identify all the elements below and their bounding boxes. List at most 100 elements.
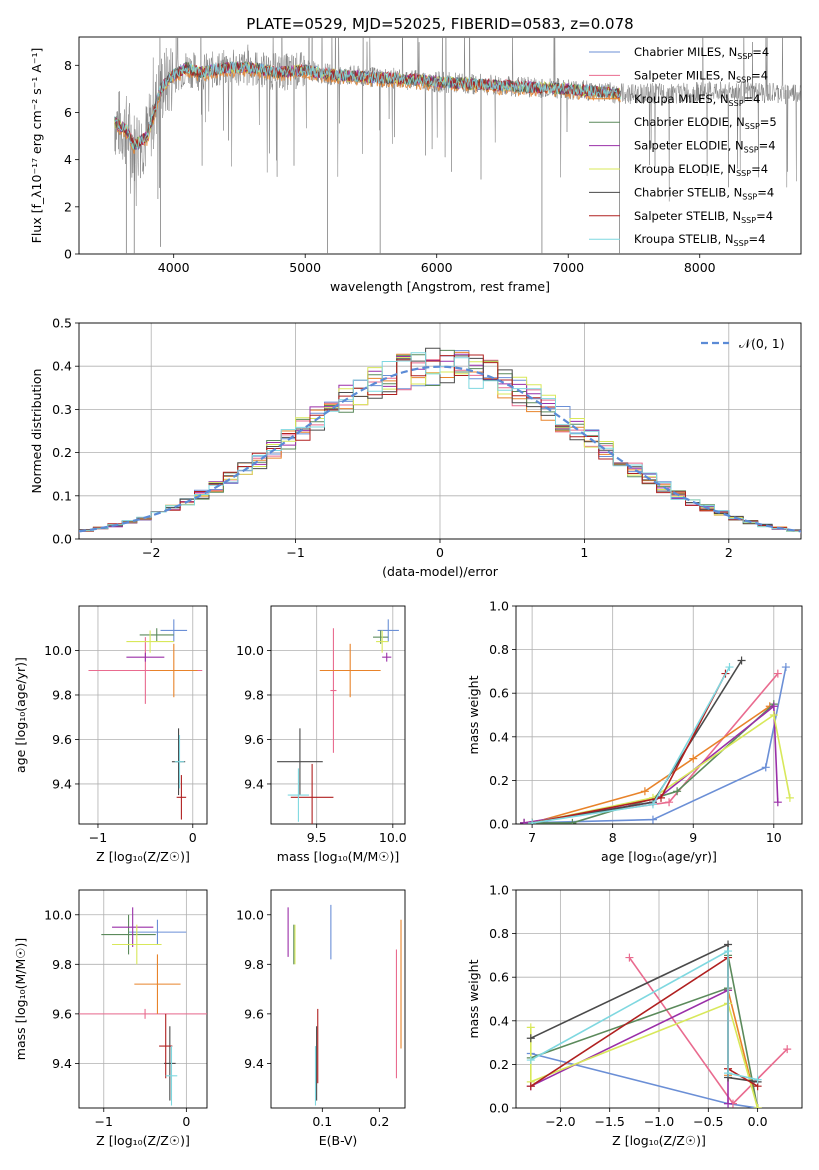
legend-entry: 𝒩(0, 1) (739, 336, 785, 351)
weight-marker (753, 1104, 762, 1108)
weight-marker (526, 1023, 535, 1032)
legend-entry: Kroupa STELIB, NSSP=4 (634, 232, 765, 248)
x-axis-label: E(B-V) (319, 1133, 358, 1148)
y-tick-label: 1.0 (489, 883, 509, 898)
x-axis-label: age [log₁₀(age/yr)] (601, 849, 717, 864)
y-tick-label: 9.4 (244, 776, 264, 791)
mass_vs_ebv-panel: 0.1 0.2 9.4 9.6 9.8 10.0 E(B-V) (236, 889, 406, 1148)
x-axis-label: Z [log₁₀(Z/Z☉)] (96, 849, 190, 864)
weight-series (530, 1052, 758, 1108)
figure-title: PLATE=0529, MJD=52025, FIBERID=0583, z=0… (246, 15, 633, 33)
x-axis-label: Z [log₁₀(Z/Z☉)] (612, 1133, 706, 1148)
x-tick-label: 0.1 (312, 1114, 332, 1129)
age_vs_mass-panel: 9.5 10.0 9.4 9.6 9.8 10.0 mass [log₁₀(M/M☉)] (236, 605, 407, 864)
x-tick-label: −1 (89, 830, 107, 845)
y-axis-label: mass weight (466, 675, 481, 754)
legend-entry: Chabrier ELODIE, NSSP=5 (634, 115, 777, 131)
x-axis-label: mass [log₁₀(M/M☉)] (277, 849, 399, 864)
x-tick-label: 6000 (421, 260, 453, 275)
legend-entry: Salpeter MILES, NSSP=4 (634, 68, 768, 84)
weight-series (530, 1002, 759, 1108)
y-tick-label: 2 (64, 199, 72, 214)
weight-marker (526, 1056, 535, 1065)
x-tick-label: −2.0 (545, 1114, 575, 1129)
y-tick-label: 0.8 (489, 642, 509, 657)
x-tick-label: 8000 (684, 260, 716, 275)
weight-marker (648, 815, 657, 824)
y-tick-label: 0.1 (52, 488, 72, 503)
weight-marker (769, 711, 778, 719)
weight-series (524, 666, 787, 824)
y-tick-label: 9.6 (244, 1006, 264, 1021)
errorbars (287, 904, 402, 1106)
x-tick-label: −1 (286, 545, 304, 560)
y-tick-label: 9.8 (244, 957, 264, 972)
weight-marker (761, 763, 770, 772)
axes-frame (515, 889, 803, 1109)
histograms (79, 347, 801, 534)
legend-entry: Kroupa ELODIE, NSSP=4 (634, 162, 768, 178)
y-axis-label: Normed distribution (29, 369, 44, 494)
x-tick-label: 2 (725, 545, 733, 560)
x-tick-label: 5000 (289, 260, 321, 275)
weight-marker (665, 798, 674, 807)
normal-curve (79, 365, 801, 533)
legend-entry: Chabrier STELIB, NSSP=4 (634, 185, 774, 201)
x-tick-label: 10.0 (379, 830, 407, 845)
y-tick-label: 0.4 (489, 1013, 509, 1028)
y-axis-label: mass [log₁₀(M/M☉)] (13, 938, 28, 1060)
y-axis-label: mass weight (466, 959, 481, 1038)
y-axis-label: age [log₁₀(age/yr)] (13, 657, 28, 773)
x-tick-label: 9.5 (307, 830, 327, 845)
spectrum-lines (114, 37, 801, 254)
spectrum-panel: 4000 5000 6000 7000 8000 0 2 4 6 8 wavelength [Ang… (29, 36, 802, 294)
weight-marker (625, 953, 634, 962)
x-tick-label: 0 (436, 545, 444, 560)
x-axis-label: Z [log₁₀(Z/Z☉)] (96, 1133, 190, 1148)
histogram-series (79, 352, 801, 533)
model-spectrum-line (114, 61, 621, 150)
weight-marker (773, 669, 782, 678)
x-tick-label: 10 (766, 830, 782, 845)
y-tick-label: 9.4 (244, 1056, 264, 1071)
y-tick-label: 10.0 (44, 643, 72, 658)
legend-entry: Salpeter STELIB, NSSP=4 (634, 209, 773, 225)
spectrum-legend: Chabrier MILES, NSSP=4 Salpeter MILES, NS… (589, 45, 777, 248)
y-tick-label: 4 (64, 152, 72, 167)
weight-marker (753, 1075, 762, 1084)
axes-frame (270, 605, 406, 825)
y-tick-label: 9.6 (52, 732, 72, 747)
weight-marker (673, 787, 682, 796)
x-tick-label: −1.5 (595, 1114, 625, 1129)
y-tick-label: 0.6 (489, 970, 509, 985)
axes-frame (78, 605, 208, 825)
x-tick-label: 7000 (552, 260, 584, 275)
x-tick-label: −1 (95, 1114, 113, 1129)
y-tick-label: 0.0 (489, 1101, 509, 1116)
weight-series (531, 666, 731, 824)
x-tick-label: 4000 (158, 260, 190, 275)
y-tick-label: 0.0 (489, 817, 509, 832)
weight-marker (520, 818, 529, 824)
weight-marker (783, 1045, 792, 1054)
weight-lines (520, 656, 794, 824)
legend-entry: Salpeter ELODIE, NSSP=4 (634, 139, 776, 155)
y-tick-label: 0.8 (489, 926, 509, 941)
weight-marker (737, 656, 746, 665)
x-tick-label: 0.0 (748, 1114, 768, 1129)
y-tick-label: 9.8 (244, 687, 264, 702)
axes-frame (270, 889, 406, 1109)
y-tick-label: 1.0 (489, 599, 509, 614)
axes-frame (78, 36, 802, 255)
errorbars (277, 619, 399, 824)
y-tick-label: 10.0 (236, 907, 264, 922)
weight-marker (724, 947, 733, 956)
x-tick-label: −1.0 (644, 1114, 674, 1129)
x-tick-label: 7 (528, 830, 536, 845)
weight-marker (769, 702, 778, 711)
age_vs_Z-panel: −1 0 9.4 9.6 9.8 10.0 Z [log₁₀(Z/Z☉)] age [log₁… (13, 605, 208, 864)
weight-marker (640, 787, 649, 796)
weight-series (531, 673, 727, 824)
y-tick-label: 9.8 (52, 957, 72, 972)
